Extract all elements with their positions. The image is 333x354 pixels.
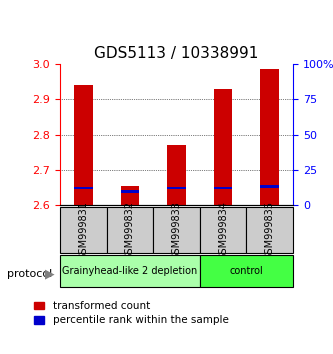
- Text: ▶: ▶: [45, 268, 55, 281]
- FancyBboxPatch shape: [153, 207, 200, 253]
- FancyBboxPatch shape: [60, 207, 107, 253]
- Bar: [214, 187, 232, 189]
- Text: GSM999834: GSM999834: [218, 201, 228, 259]
- Bar: [74, 85, 93, 205]
- Title: GDS5113 / 10338991: GDS5113 / 10338991: [94, 46, 259, 61]
- Bar: [121, 186, 139, 205]
- Text: GSM999833: GSM999833: [171, 201, 181, 259]
- Text: GSM999831: GSM999831: [78, 201, 88, 259]
- FancyBboxPatch shape: [246, 207, 293, 253]
- Bar: [167, 145, 186, 205]
- Text: GSM999832: GSM999832: [125, 201, 135, 259]
- FancyBboxPatch shape: [107, 207, 153, 253]
- Text: Grainyhead-like 2 depletion: Grainyhead-like 2 depletion: [62, 266, 197, 276]
- Text: control: control: [229, 266, 263, 276]
- Bar: [260, 69, 279, 205]
- Text: GSM999835: GSM999835: [265, 201, 275, 259]
- FancyBboxPatch shape: [200, 255, 293, 287]
- Bar: [214, 88, 232, 205]
- Bar: [74, 187, 93, 189]
- Bar: [260, 185, 279, 188]
- FancyBboxPatch shape: [60, 255, 200, 287]
- FancyBboxPatch shape: [200, 207, 246, 253]
- Legend: transformed count, percentile rank within the sample: transformed count, percentile rank withi…: [32, 299, 231, 327]
- Text: protocol: protocol: [7, 269, 52, 279]
- Bar: [167, 187, 186, 189]
- Bar: [121, 190, 139, 193]
